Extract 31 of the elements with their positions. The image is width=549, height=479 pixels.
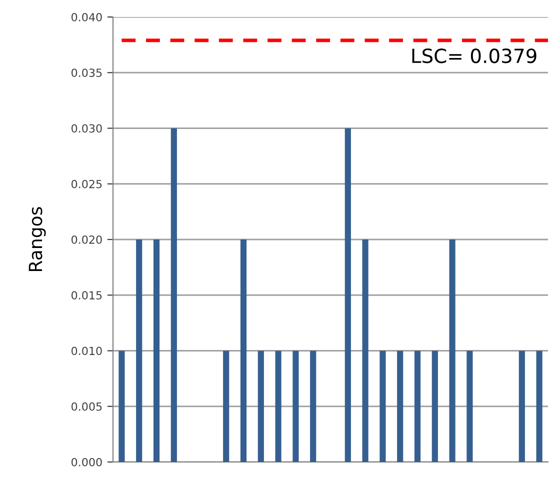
bar [240, 240, 247, 462]
bar [449, 240, 456, 462]
bar [414, 350, 421, 462]
bar [466, 350, 473, 462]
bar [118, 350, 125, 462]
bar [362, 240, 368, 462]
bar [344, 128, 351, 462]
y-tick-label: 0.015 [72, 291, 102, 300]
y-tick-label: 0.005 [72, 402, 102, 411]
y-tick-label: 0.020 [72, 235, 102, 244]
y-tick-label: 0.025 [72, 180, 102, 188]
bar [432, 350, 438, 462]
y-tick-label: 0.010 [72, 346, 102, 356]
bar [518, 350, 525, 462]
bar [397, 350, 404, 462]
y-tick-label: 0.040 [72, 12, 102, 22]
bar [380, 350, 386, 462]
y-tick-label: 0.000 [72, 458, 102, 466]
y-axis-title: Rangos [28, 207, 46, 272]
bar [153, 240, 160, 462]
bar [310, 350, 316, 462]
bar [223, 350, 230, 462]
bar [275, 350, 282, 462]
bar [536, 350, 542, 462]
bar [292, 350, 299, 462]
y-tick-label: 0.030 [72, 124, 102, 133]
bar [136, 240, 142, 462]
bar [258, 350, 264, 462]
y-tick-label: 0.035 [72, 68, 102, 78]
ref-line-label: LSC= 0.0379 [412, 48, 536, 64]
bar [170, 128, 177, 462]
